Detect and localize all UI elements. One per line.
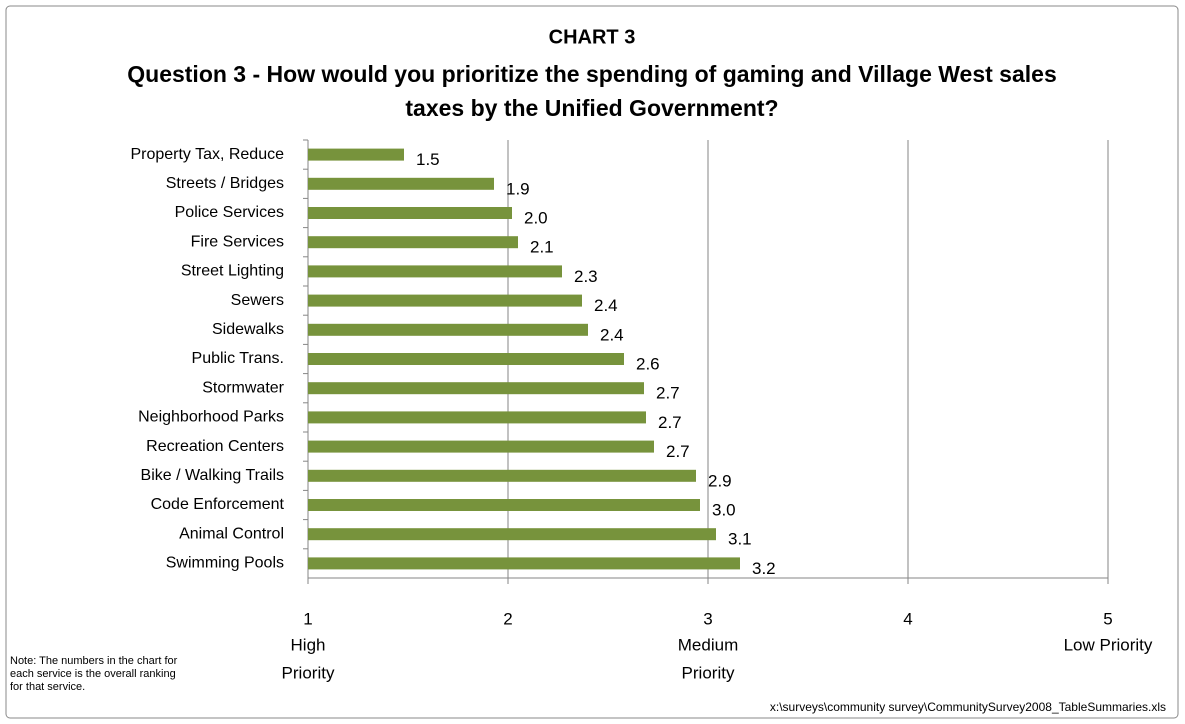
y-tick-label: Swimming Pools — [166, 555, 284, 572]
chart-subtitle: taxes by the Unified Government? — [405, 95, 778, 121]
data-label: 3.0 — [712, 500, 736, 519]
y-tick-label: Police Services — [175, 204, 284, 221]
bar — [308, 353, 624, 365]
axis-note: Priority — [282, 663, 335, 682]
data-label: 2.0 — [524, 208, 548, 227]
y-tick-label: Sidewalks — [212, 321, 284, 338]
y-tick-label: Bike / Walking Trails — [141, 467, 284, 484]
y-tick-label: Street Lighting — [181, 263, 284, 280]
data-label: 2.7 — [666, 442, 690, 461]
axis-note: Low Priority — [1064, 635, 1153, 654]
axis-note: High — [291, 635, 326, 654]
y-tick-label: Neighborhood Parks — [138, 409, 284, 426]
data-label: 3.2 — [752, 559, 776, 578]
x-tick-label: 4 — [903, 609, 912, 628]
y-tick-label: Fire Services — [191, 233, 284, 250]
bar — [308, 294, 582, 307]
note: Note: The numbers in the chart for — [10, 655, 178, 667]
source: x:\surveys\community survey\CommunitySur… — [770, 700, 1166, 714]
data-label: 2.3 — [574, 267, 598, 286]
y-tick-label: Recreation Centers — [146, 438, 284, 455]
data-label: 2.4 — [600, 325, 624, 344]
bar — [308, 557, 740, 570]
y-tick-label: Sewers — [231, 292, 284, 309]
bar — [308, 440, 654, 453]
y-tick-label: Property Tax, Reduce — [130, 146, 284, 163]
note: each service is the overall ranking — [10, 668, 176, 680]
bar — [308, 528, 716, 541]
bar — [308, 411, 646, 424]
data-label: 1.9 — [506, 179, 530, 198]
bar — [308, 469, 696, 482]
bar — [308, 323, 588, 336]
y-tick-label: Streets / Bridges — [166, 175, 284, 192]
bar — [308, 177, 494, 190]
data-label: 2.6 — [636, 354, 660, 373]
axis-note: Medium — [678, 635, 738, 654]
bar — [308, 382, 644, 395]
bar — [308, 236, 518, 249]
data-label: 2.4 — [594, 296, 618, 315]
bar — [308, 207, 512, 219]
data-label: 2.1 — [530, 238, 554, 257]
bar — [308, 499, 700, 511]
y-tick-label: Code Enforcement — [151, 496, 285, 513]
bar — [308, 265, 562, 278]
chart-title: CHART 3 — [549, 26, 636, 48]
data-label: 2.7 — [658, 413, 682, 432]
y-tick-label: Stormwater — [202, 379, 284, 396]
chart-subtitle: Question 3 - How would you prioritize th… — [127, 61, 1057, 87]
data-label: 3.1 — [728, 530, 752, 549]
data-label: 2.9 — [708, 471, 732, 490]
x-tick-label: 3 — [703, 609, 712, 628]
y-tick-label: Public Trans. — [192, 350, 284, 367]
bar — [308, 148, 404, 161]
data-label: 1.5 — [416, 150, 440, 169]
x-tick-label: 2 — [503, 609, 512, 628]
note: for that service. — [10, 681, 85, 693]
data-label: 2.7 — [656, 384, 680, 403]
y-tick-label: Animal Control — [179, 525, 284, 542]
x-tick-label: 1 — [303, 609, 312, 628]
axis-note: Priority — [682, 663, 735, 682]
x-tick-label: 5 — [1103, 609, 1112, 628]
